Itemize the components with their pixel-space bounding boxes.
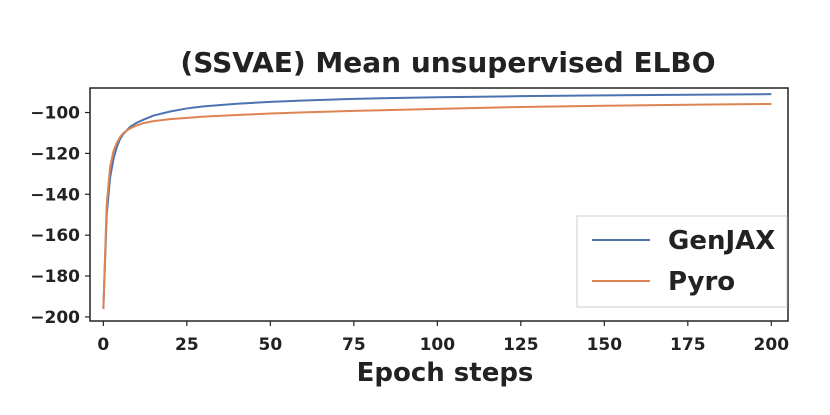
y-tick-label: −180: [30, 267, 80, 287]
x-tick-label: 0: [97, 335, 109, 355]
y-tick-label: −100: [30, 104, 80, 124]
x-tick-label: 175: [670, 335, 706, 355]
legend-label-genjax: GenJAX: [668, 226, 775, 256]
series-line-genjax: [102, 93, 772, 309]
chart-title: (SSVAE) Mean unsupervised ELBO: [180, 46, 715, 79]
ticks-layer: 0 25 50 75 100 125 150 175 200 −100 −120 −140 −160 −1…: [30, 104, 789, 355]
x-axis-label: Epoch steps: [357, 358, 534, 388]
x-tick-label: 125: [503, 335, 539, 355]
lines-layer: [102, 93, 772, 309]
x-tick-label: 25: [175, 335, 199, 355]
x-tick-label: 100: [420, 335, 456, 355]
y-tick-label: −160: [30, 226, 80, 246]
y-tick-label: −120: [30, 144, 80, 164]
y-tick-label: −200: [30, 308, 80, 328]
legend-box: [576, 215, 788, 308]
legend: GenJAX Pyro: [576, 215, 788, 308]
x-tick-label: 150: [587, 335, 623, 355]
x-tick-label: 75: [342, 335, 366, 355]
x-tick-label: 50: [259, 335, 283, 355]
legend-label-pyro: Pyro: [668, 267, 735, 297]
x-tick-label: 200: [754, 335, 790, 355]
series-line-pyro: [102, 102, 772, 309]
y-tick-label: −140: [30, 185, 80, 205]
